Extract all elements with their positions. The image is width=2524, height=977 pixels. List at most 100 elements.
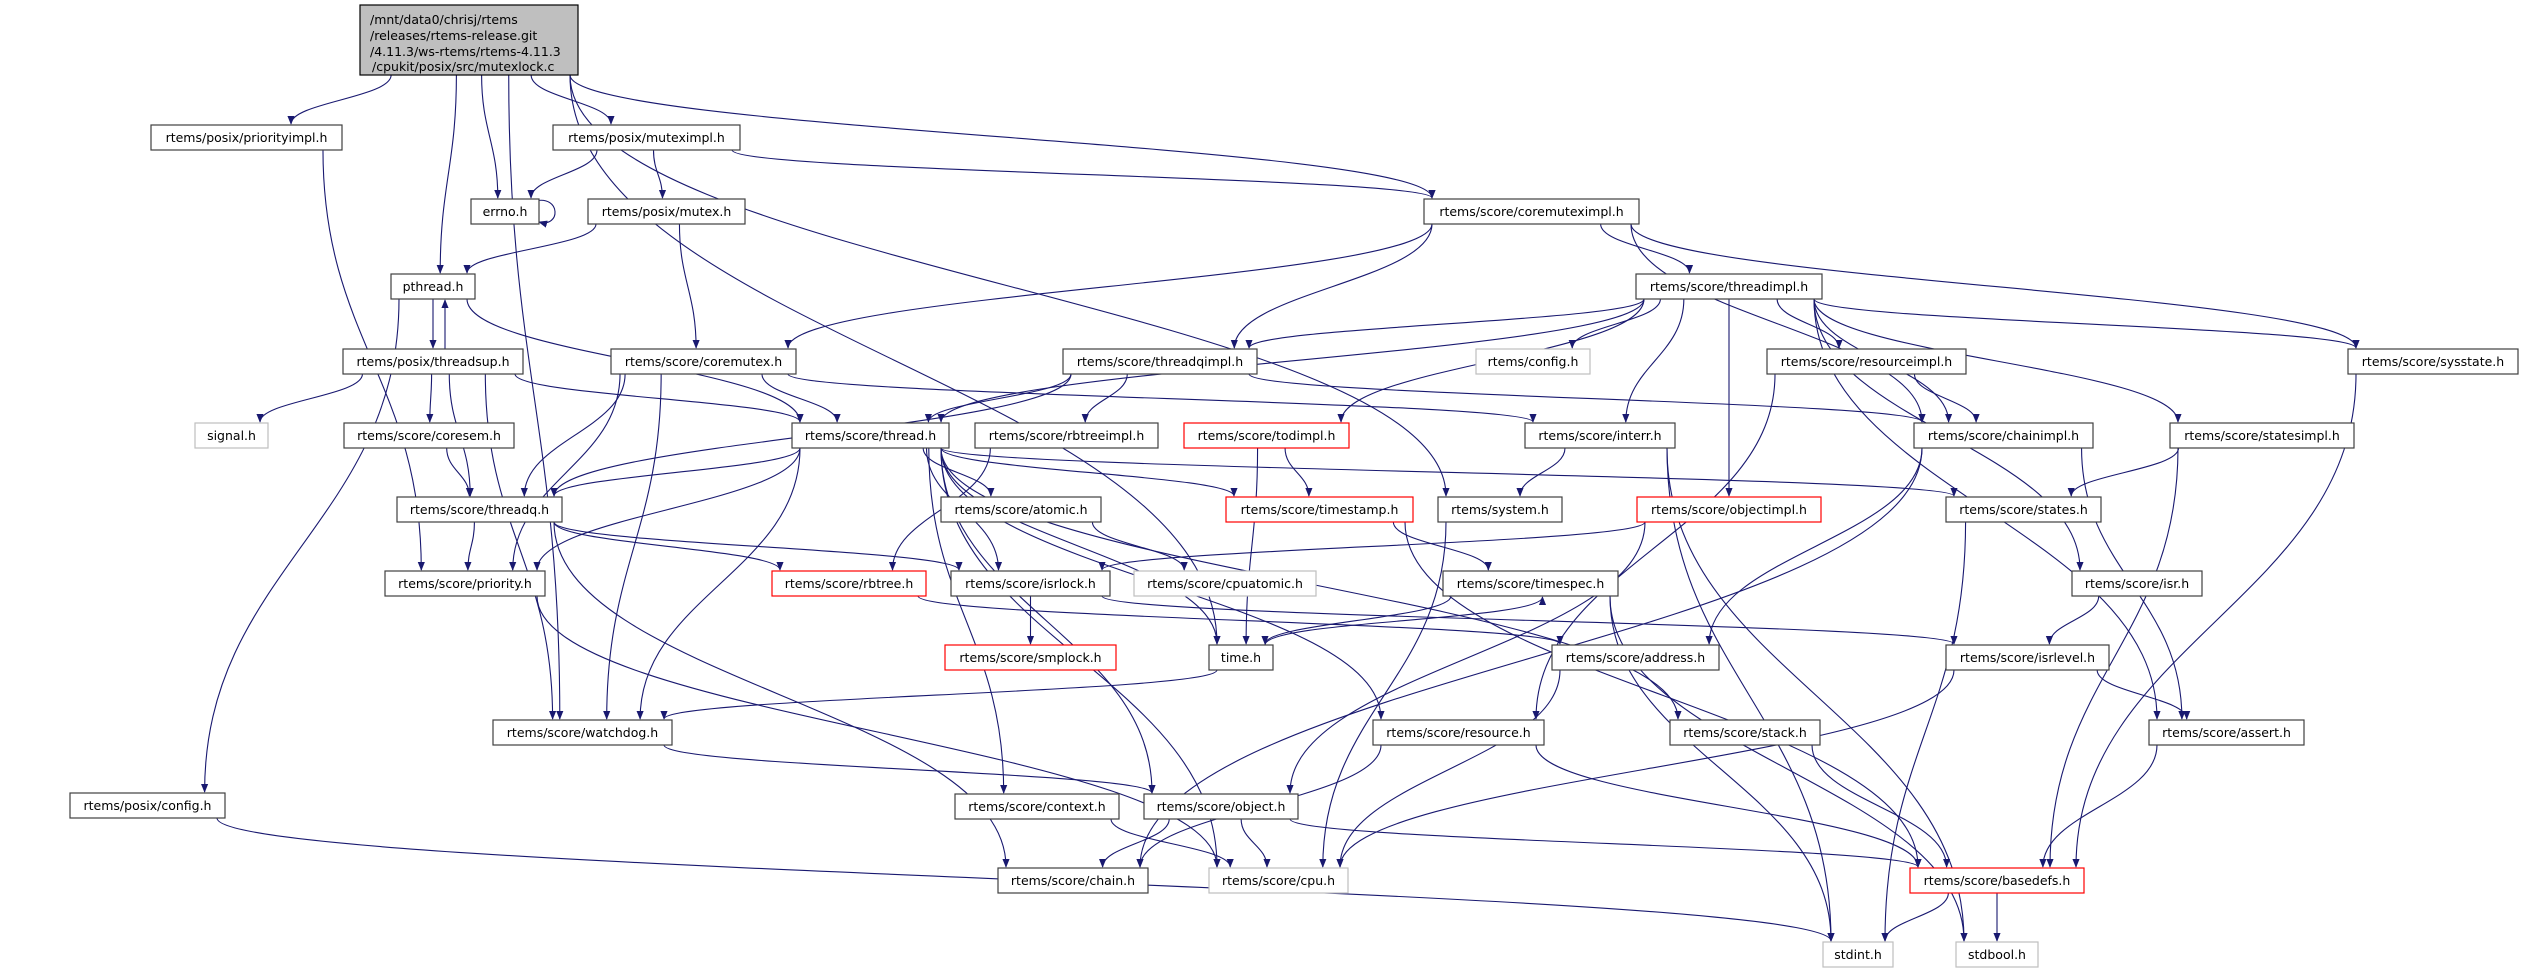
node-errno[interactable]: errno.h [470, 198, 540, 225]
node-interr[interactable]: rtems/score/interr.h [1524, 422, 1676, 449]
edge-interr-to-system [1516, 447, 1566, 497]
node-label: stdint.h [1834, 947, 1882, 962]
node-coresem[interactable]: rtems/score/coresem.h [343, 422, 515, 449]
edge-isrlevel-to-cpu [1336, 669, 1955, 868]
root-node-line: /cpukit/posix/src/mutexlock.c [372, 59, 554, 74]
node-smplock[interactable]: rtems/score/smplock.h [944, 644, 1117, 671]
node-box [1909, 867, 2085, 894]
node-box [1475, 348, 1591, 375]
node-posixconfig[interactable]: rtems/posix/config.h [69, 792, 226, 819]
node-box [2169, 422, 2355, 449]
node-box [1669, 719, 1821, 746]
edge-threadimpl-to-sysstate [1813, 298, 2360, 349]
node-box [997, 867, 1149, 894]
edge-todimpl-to-time [1242, 447, 1259, 645]
node-box [69, 792, 226, 819]
node-threadqimpl[interactable]: rtems/score/threadqimpl.h [1062, 348, 1258, 375]
node-threadimpl[interactable]: rtems/score/threadimpl.h [1635, 273, 1823, 300]
node-pthread[interactable]: pthread.h [390, 273, 476, 300]
node-watchdog[interactable]: rtems/score/watchdog.h [492, 719, 673, 746]
root-node-line: /4.11.3/ws-rtems/rtems-4.11.3 [370, 44, 561, 59]
node-label: time.h [1221, 650, 1261, 665]
edge-mutex-to-pthread [463, 223, 597, 274]
node-label: rtems/score/assert.h [2162, 725, 2291, 740]
node-isrlevel[interactable]: rtems/score/isrlevel.h [1945, 644, 2110, 671]
node-label: rtems/score/timestamp.h [1241, 502, 1399, 517]
node-stdbool[interactable]: stdbool.h [1955, 941, 2039, 968]
root-node-box [359, 4, 579, 76]
edge-basedefs-to-stdint [1881, 892, 1949, 942]
edge-thread-to-timestamp [940, 447, 1238, 497]
node-address[interactable]: rtems/score/address.h [1551, 644, 1720, 671]
node-box [1945, 496, 2102, 523]
node-resourceimpl[interactable]: rtems/score/resourceimpl.h [1766, 348, 1967, 375]
node-box [1133, 570, 1317, 597]
node-label: rtems/score/basedefs.h [1924, 873, 2071, 888]
node-timestamp[interactable]: rtems/score/timestamp.h [1225, 496, 1414, 523]
node-states[interactable]: rtems/score/states.h [1945, 496, 2102, 523]
node-resource[interactable]: rtems/score/resource.h [1372, 719, 1545, 746]
node-box [194, 422, 269, 449]
node-system[interactable]: rtems/system.h [1437, 496, 1563, 523]
edge-chainimpl-to-address [1705, 447, 1923, 645]
node-box [150, 124, 343, 151]
node-rbtree[interactable]: rtems/score/rbtree.h [771, 570, 927, 597]
node-box [791, 422, 950, 449]
node-context[interactable]: rtems/score/context.h [954, 793, 1120, 820]
node-prioritimpl[interactable]: rtems/posix/priorityimpl.h [150, 124, 343, 151]
node-stack[interactable]: rtems/score/stack.h [1669, 719, 1821, 746]
node-mutex[interactable]: rtems/posix/mutex.h [587, 198, 746, 225]
node-label: rtems/score/coremuteximpl.h [1439, 204, 1623, 219]
node-box [1225, 496, 1414, 523]
node-statesimpl[interactable]: rtems/score/statesimpl.h [2169, 422, 2355, 449]
node-coremuteximpl[interactable]: rtems/score/coremuteximpl.h [1423, 198, 1640, 225]
node-priority[interactable]: rtems/score/priority.h [384, 570, 546, 597]
node-atomic[interactable]: rtems/score/atomic.h [940, 496, 1102, 523]
node-time[interactable]: time.h [1208, 644, 1274, 671]
node-threadsup[interactable]: rtems/posix/threadsup.h [342, 348, 524, 375]
edge-sysstate-to-basedefs [2072, 373, 2357, 868]
node-objectimpl[interactable]: rtems/score/objectimpl.h [1636, 496, 1822, 523]
edge-watchdog-to-object [663, 744, 1156, 794]
edge-thread-to-atomic [922, 447, 995, 497]
node-signal[interactable]: signal.h [194, 422, 269, 449]
node-timespec[interactable]: rtems/score/timespec.h [1442, 570, 1619, 597]
node-box [470, 198, 540, 225]
node-label: rtems/score/chain.h [1011, 873, 1135, 888]
node-object[interactable]: rtems/score/object.h [1143, 793, 1299, 820]
node-muteximpl[interactable]: rtems/posix/muteximpl.h [552, 124, 741, 151]
node-assert[interactable]: rtems/score/assert.h [2148, 719, 2305, 746]
node-label: rtems/system.h [1451, 502, 1549, 517]
node-box [944, 644, 1117, 671]
edge-rbtree-to-address [917, 595, 1564, 645]
node-box [343, 422, 515, 449]
node-label: stdbool.h [1968, 947, 2026, 962]
edge-object-to-chain [1099, 818, 1170, 868]
node-rbtreeimpl[interactable]: rtems/score/rbtreeimpl.h [974, 422, 1159, 449]
edge-main-to-pthread [436, 74, 457, 274]
edge-time-to-watchdog [660, 669, 1218, 720]
node-stdint[interactable]: stdint.h [1822, 941, 1894, 968]
node-cpu[interactable]: rtems/score/cpu.h [1208, 867, 1349, 894]
node-chainimpl[interactable]: rtems/score/chainimpl.h [1913, 422, 2094, 449]
node-isrlock[interactable]: rtems/score/isrlock.h [950, 570, 1111, 597]
node-thread[interactable]: rtems/score/thread.h [791, 422, 950, 449]
node-todimpl[interactable]: rtems/score/todimpl.h [1183, 422, 1350, 449]
node-label: rtems/score/context.h [968, 799, 1105, 814]
edge-threadimpl-to-statesimpl [1813, 298, 2182, 423]
node-coremutex[interactable]: rtems/score/coremutex.h [610, 348, 797, 375]
node-box [1143, 793, 1299, 820]
node-box [2347, 348, 2519, 375]
node-chain[interactable]: rtems/score/chain.h [997, 867, 1149, 894]
edge-object-to-basedefs [1289, 818, 1922, 868]
node-isr[interactable]: rtems/score/isr.h [2071, 570, 2203, 597]
node-threadq[interactable]: rtems/score/threadq.h [396, 496, 563, 523]
root-node-line: /mnt/data0/chrisj/rtems [370, 12, 518, 27]
node-box [1913, 422, 2094, 449]
root-node-mutexlock-c[interactable]: /mnt/data0/chrisj/rtems /releases/rtems-… [359, 4, 579, 76]
node-cpuatomic[interactable]: rtems/score/cpuatomic.h [1133, 570, 1317, 597]
node-sysstate[interactable]: rtems/score/sysstate.h [2347, 348, 2519, 375]
edge-statesimpl-to-states [2067, 447, 2180, 497]
node-basedefs[interactable]: rtems/score/basedefs.h [1909, 867, 2085, 894]
node-config[interactable]: rtems/config.h [1475, 348, 1591, 375]
